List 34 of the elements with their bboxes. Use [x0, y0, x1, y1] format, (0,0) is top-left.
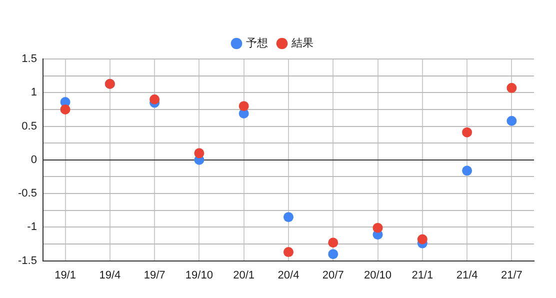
point — [328, 238, 338, 248]
x-tick-label: 21/1 — [412, 269, 434, 282]
legend-label: 予想 — [246, 36, 268, 50]
point — [506, 82, 517, 93]
legend-label: 結果 — [290, 36, 314, 50]
x-tick-label: 20/7 — [322, 269, 344, 282]
point — [462, 127, 472, 138]
point — [417, 234, 428, 244]
x-tick-label: 19/7 — [144, 269, 166, 282]
y-tick-label: 1 — [30, 86, 37, 99]
point — [462, 166, 472, 176]
y-tick-label: -1.5 — [18, 254, 37, 267]
point — [150, 94, 160, 104]
y-tick-label: 1.5 — [22, 53, 37, 66]
point — [60, 104, 70, 114]
x-tick-label: 20/4 — [278, 269, 300, 282]
x-tick-label: 20/1 — [233, 269, 255, 282]
y-tick-label: 0 — [30, 154, 37, 166]
x-tick-label: 21/4 — [456, 269, 478, 282]
point — [283, 212, 294, 222]
point — [238, 101, 249, 112]
point — [372, 222, 383, 233]
point — [194, 148, 204, 158]
point — [506, 116, 517, 126]
point — [283, 247, 294, 258]
x-tick-label: 19/4 — [99, 269, 121, 282]
y-tick-label: -0.5 — [18, 188, 37, 200]
x-tick-label: 21/7 — [500, 269, 522, 282]
x-tick-label: 19/10 — [185, 269, 213, 282]
x-tick-label: 19/1 — [54, 269, 76, 282]
y-tick-label: 0.5 — [22, 120, 37, 132]
x-tick-label: 20/10 — [364, 269, 392, 282]
y-tick-label: -1 — [27, 221, 37, 234]
point — [328, 249, 338, 260]
